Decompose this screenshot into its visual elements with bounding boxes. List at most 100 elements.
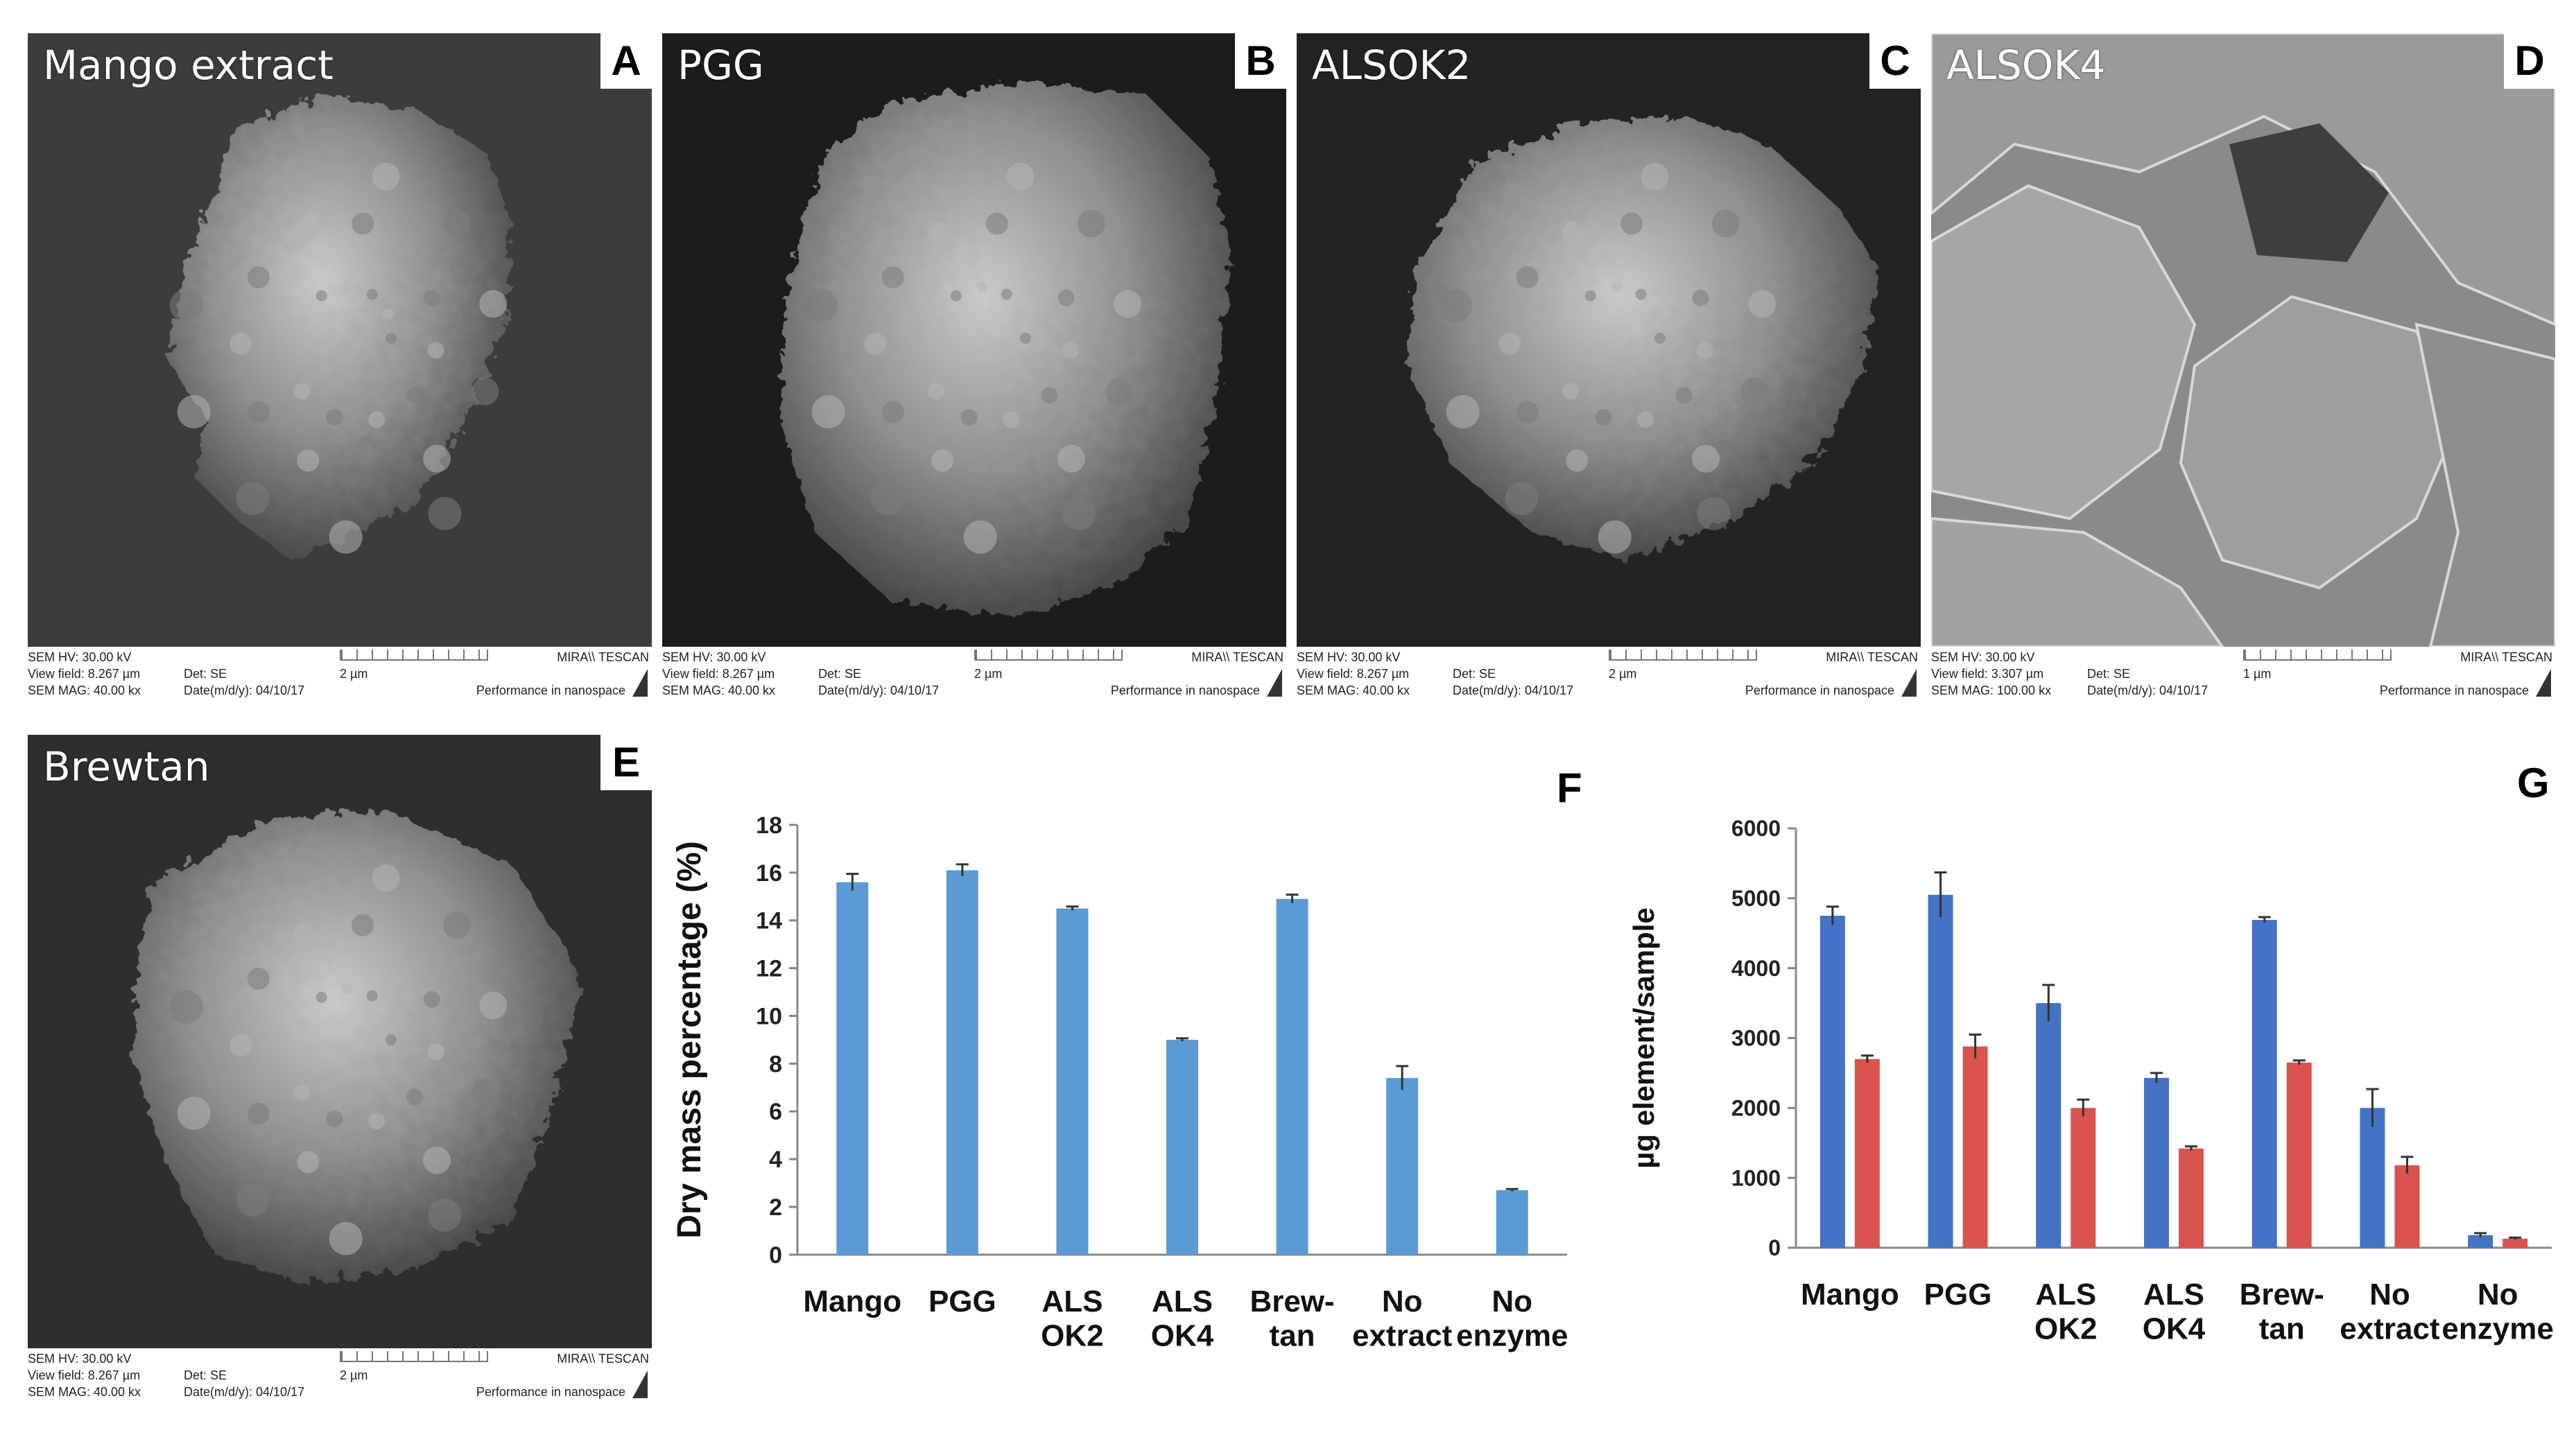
sem-panel-c: ALSOK2 C SEM HV: 30.00 kV View field: 8.267… bbox=[1297, 33, 1921, 714]
sem-date-label: Date(m/d/y): 04/10/17 bbox=[184, 1385, 305, 1399]
sem-mag-label: SEM MAG: 40.00 kx bbox=[28, 683, 141, 697]
sem-image: Mango extract A bbox=[28, 33, 652, 647]
bar bbox=[1962, 1046, 1988, 1248]
category-label: extract bbox=[2340, 1312, 2440, 1345]
sem-tagline-label: Performance in nanospace bbox=[1110, 683, 1260, 697]
y-tick-label: 3000 bbox=[1731, 1026, 1781, 1051]
panel-letter-f: F bbox=[1557, 765, 1582, 811]
category-label: Mango bbox=[803, 1284, 901, 1318]
tescan-logo-icon bbox=[1267, 669, 1282, 697]
category-label: No bbox=[2369, 1278, 2410, 1312]
panel-letter-a: A bbox=[600, 33, 652, 89]
bar bbox=[1166, 1040, 1198, 1255]
sem-date-label: Date(m/d/y): 04/10/17 bbox=[2087, 683, 2208, 697]
y-tick-label: 12 bbox=[756, 956, 782, 982]
category-label: No bbox=[2478, 1278, 2518, 1312]
sem-micrograph bbox=[780, 82, 1231, 616]
category-label: No bbox=[1492, 1284, 1532, 1318]
sem-mag-label: SEM MAG: 40.00 kx bbox=[28, 1385, 141, 1399]
category-label: enzyme bbox=[2441, 1312, 2553, 1345]
bar bbox=[2179, 1148, 2204, 1248]
sem-tagline-label: Performance in nanospace bbox=[1745, 683, 1894, 697]
y-axis-label: Dry mass percentage (%) bbox=[671, 841, 708, 1239]
sem-brand-label: MIRA\\ TESCAN bbox=[557, 1352, 649, 1366]
sem-info-bar: SEM HV: 30.00 kV View field: 8.267 µm SEM … bbox=[662, 647, 1286, 713]
bar bbox=[1854, 1059, 1880, 1248]
sem-brand-label: MIRA\\ TESCAN bbox=[1826, 650, 1918, 664]
sem-hv-label: SEM HV: 30.00 kV bbox=[28, 1352, 132, 1366]
sem-mag-label: SEM MAG: 100.00 kx bbox=[1931, 683, 2052, 697]
sem-detector-label: Det: SE bbox=[184, 1368, 227, 1382]
bar bbox=[2036, 1003, 2061, 1248]
chart-f-dry-mass: 0 2 4 6 8 10 12 14 16 18 Dry mass percentage (%) Ma… bbox=[666, 797, 1581, 1393]
sem-image: ALSOK4 D bbox=[1931, 33, 2555, 647]
y-tick-label: 16 bbox=[756, 860, 782, 887]
bar bbox=[2394, 1165, 2420, 1248]
panel-letter-b: B bbox=[1235, 33, 1286, 89]
panel-letter-g: G bbox=[2517, 760, 2550, 806]
sem-image: PGG B bbox=[662, 33, 1286, 647]
scale-bar bbox=[1609, 650, 1757, 661]
y-tick-label: 14 bbox=[756, 908, 782, 934]
sem-mag-label: SEM MAG: 40.00 kx bbox=[1297, 683, 1410, 697]
panel-letter-c: C bbox=[1869, 33, 1921, 89]
category-label: OK4 bbox=[2143, 1312, 2206, 1345]
bar bbox=[2071, 1108, 2096, 1248]
y-tick-label: 2000 bbox=[1731, 1096, 1781, 1121]
sem-info-bar: SEM HV: 30.00 kV View field: 8.267 µm SEM … bbox=[28, 1348, 652, 1415]
sem-hv-label: SEM HV: 30.00 kV bbox=[1297, 650, 1401, 664]
sem-date-label: Date(m/d/y): 04/10/17 bbox=[1453, 683, 1574, 697]
y-tick-label: 10 bbox=[756, 1003, 782, 1029]
sem-hv-label: SEM HV: 30.00 kV bbox=[662, 650, 766, 664]
category-label: PGG bbox=[928, 1284, 996, 1318]
sem-sample-title: PGG bbox=[677, 42, 764, 89]
sem-micrograph bbox=[166, 96, 513, 560]
bar bbox=[1928, 894, 1953, 1248]
sem-image: ALSOK2 C bbox=[1297, 33, 1921, 647]
scale-bar-label: 2 µm bbox=[974, 667, 1003, 681]
sem-view-field-label: View field: 8.267 µm bbox=[662, 667, 775, 681]
sem-hv-label: SEM HV: 30.00 kV bbox=[28, 650, 132, 664]
y-tick-label: 6000 bbox=[1731, 816, 1781, 841]
category-label: ALS bbox=[2143, 1278, 2204, 1312]
chart-g-element: 0 1000 2000 3000 4000 5000 6000 µg element/samp… bbox=[1616, 797, 2566, 1393]
category-label: tan bbox=[1270, 1318, 1315, 1352]
sem-sample-title: ALSOK2 bbox=[1312, 42, 1471, 89]
bar bbox=[836, 882, 869, 1255]
sem-info-bar: SEM HV: 30.00 kV View field: 3.307 µm SEM … bbox=[1931, 647, 2555, 713]
category-label: OK2 bbox=[1041, 1318, 1103, 1352]
scale-bar-label: 1 µm bbox=[2243, 667, 2272, 681]
y-tick-label: 0 bbox=[1768, 1235, 1781, 1260]
category-label: enzyme bbox=[1456, 1318, 1568, 1352]
y-tick-label: 2 bbox=[769, 1194, 782, 1221]
bar bbox=[1386, 1078, 1419, 1255]
y-tick-label: 5000 bbox=[1731, 886, 1781, 911]
scale-bar bbox=[340, 650, 488, 661]
panel-letter-d: D bbox=[2504, 33, 2555, 89]
sem-tagline-label: Performance in nanospace bbox=[476, 1385, 625, 1399]
y-tick-label: 6 bbox=[769, 1099, 782, 1125]
chart-f-svg: 0 2 4 6 8 10 12 14 16 18 Dry mass percentage (%) Ma… bbox=[671, 812, 1568, 1352]
sem-mag-label: SEM MAG: 40.00 kx bbox=[662, 683, 776, 697]
sem-panel-a: Mango extract A SEM HV: 30.00 kV View field… bbox=[28, 33, 652, 714]
y-axis-label: µg element/sample bbox=[1627, 907, 1660, 1169]
category-label: OK2 bbox=[2034, 1312, 2097, 1345]
sem-view-field-label: View field: 8.267 µm bbox=[1297, 667, 1410, 681]
bar bbox=[2360, 1108, 2385, 1248]
sem-brand-label: MIRA\\ TESCAN bbox=[2460, 650, 2552, 664]
sem-hv-label: SEM HV: 30.00 kV bbox=[1931, 650, 2035, 664]
bar bbox=[2286, 1062, 2312, 1248]
sem-view-field-label: View field: 8.267 µm bbox=[28, 1368, 141, 1382]
category-label: Brew- bbox=[2240, 1278, 2324, 1312]
category-label: ALS bbox=[2035, 1278, 2096, 1312]
scale-bar-label: 2 µm bbox=[1609, 667, 1637, 681]
bar bbox=[2468, 1235, 2493, 1248]
scale-bar bbox=[2243, 650, 2392, 661]
category-label: OK4 bbox=[1151, 1318, 1214, 1352]
scale-bar-label: 2 µm bbox=[340, 667, 368, 681]
y-tick-label: 18 bbox=[756, 812, 782, 839]
sem-view-field-label: View field: 8.267 µm bbox=[28, 667, 141, 681]
sem-brand-label: MIRA\\ TESCAN bbox=[1191, 650, 1283, 664]
y-tick-label: 4 bbox=[769, 1147, 782, 1173]
sem-view-field-label: View field: 3.307 µm bbox=[1931, 667, 2044, 681]
